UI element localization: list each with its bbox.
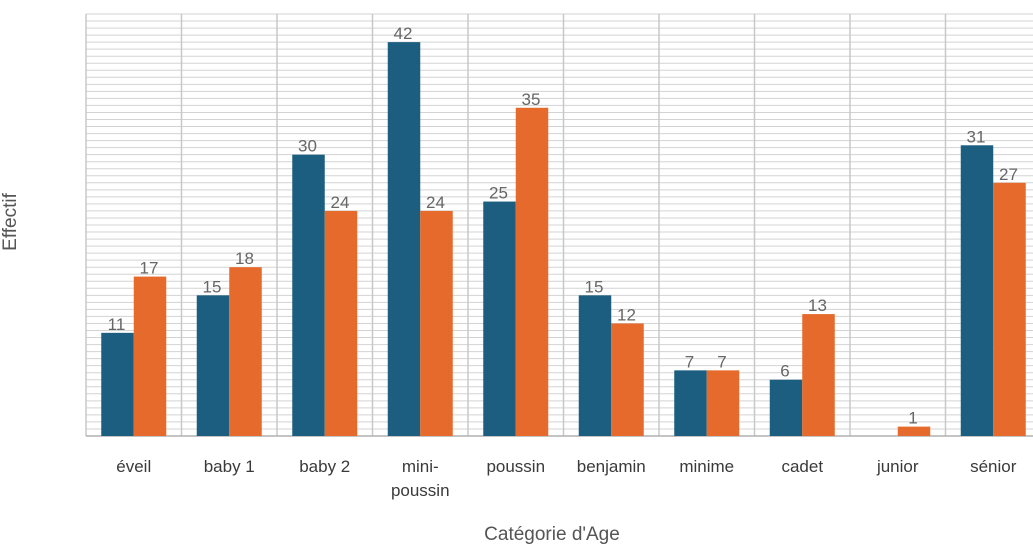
bar-series-1-2 [292, 154, 325, 436]
x-tick-label: mini-poussin [391, 457, 450, 500]
data-label: 30 [298, 137, 317, 156]
bar-series-2-1 [229, 267, 262, 436]
data-label: 18 [235, 249, 254, 268]
bar-series-1-4 [483, 201, 516, 436]
x-tick-label: benjamin [577, 457, 646, 476]
x-tick-label: minime [679, 457, 734, 476]
data-label: 24 [426, 193, 445, 212]
data-label: 15 [203, 277, 222, 296]
data-label: 11 [108, 315, 126, 334]
bar-series-2-7 [802, 314, 835, 436]
x-tick-label: sénior [970, 457, 1017, 476]
bar-series-2-6 [706, 370, 740, 436]
data-label: 7 [717, 352, 726, 371]
x-tick-label: poussin [486, 457, 545, 476]
bar-series-2-9 [993, 182, 1026, 436]
data-label: 17 [140, 259, 159, 278]
x-tick-label: cadet [781, 457, 823, 476]
bar-series-1-9 [960, 145, 994, 437]
bar-series-2-4 [515, 107, 549, 437]
data-label: 35 [522, 90, 541, 109]
bar-series-1-5 [578, 295, 612, 436]
data-label: 24 [331, 193, 350, 212]
x-axis-title: Catégorie d'Age [484, 524, 620, 545]
bar-series-1-3 [387, 42, 421, 437]
bar-series-2-3 [420, 210, 453, 436]
data-label: 6 [780, 362, 789, 381]
bar-series-1-6 [674, 370, 707, 436]
x-tick-label: baby 2 [299, 457, 350, 476]
bar-series-1-1 [196, 295, 230, 436]
data-label: 25 [489, 184, 508, 203]
bar-series-2-8 [897, 426, 931, 436]
data-label: 1 [908, 409, 917, 428]
bar-series-1-0 [101, 332, 134, 436]
x-tick-label: junior [876, 457, 919, 476]
data-label: 7 [685, 352, 694, 371]
x-tick-label: éveil [116, 457, 151, 476]
x-tick-label: baby 1 [204, 457, 255, 476]
bar-series-2-0 [133, 276, 167, 436]
data-label: 31 [967, 127, 986, 146]
x-tick-labels: éveil baby 1 baby 2 mini-poussin poussin benj… [116, 457, 1016, 500]
data-label: 12 [617, 305, 636, 324]
data-label: 13 [808, 296, 827, 315]
data-label: 42 [394, 24, 413, 43]
data-label: 15 [585, 277, 604, 296]
y-axis-title: Effectif [0, 192, 21, 250]
bars [101, 42, 1026, 437]
data-label: 27 [999, 165, 1018, 184]
bar-series-1-7 [769, 379, 803, 436]
bar-series-2-5 [611, 323, 644, 436]
bar-series-2-2 [324, 210, 358, 436]
